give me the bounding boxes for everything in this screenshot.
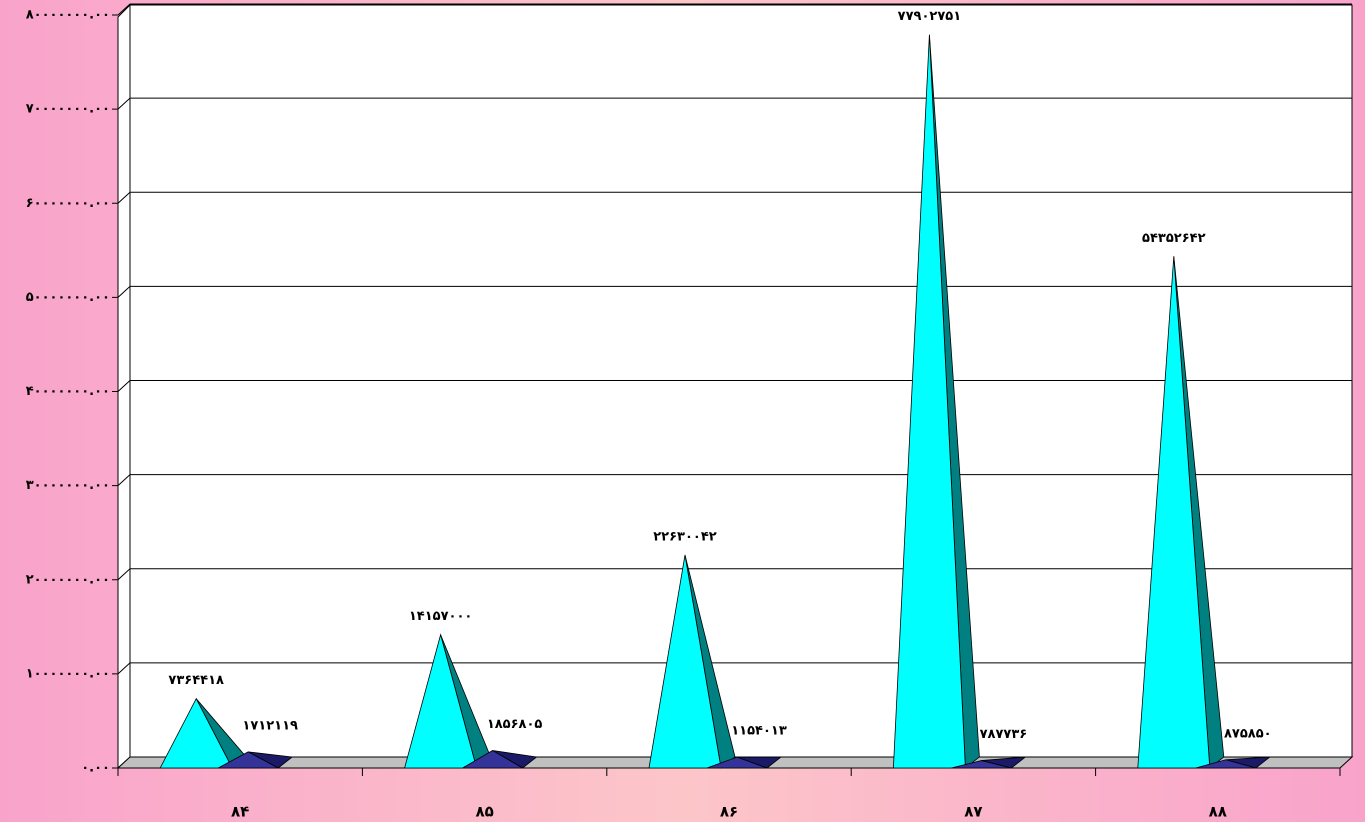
x-tick-label: ۸۵: [475, 803, 493, 821]
grid-line-side: [117, 568, 131, 581]
pyramid: [951, 760, 1012, 769]
y-tick-label: ۴۰۰۰۰۰۰۰.۰۰: [26, 384, 110, 399]
grid-line-side: [117, 474, 131, 486]
y-tick-label: ۱۰۰۰۰۰۰۰.۰۰: [26, 666, 110, 681]
grid-line-side: [117, 191, 131, 204]
data-label: ۵۴۳۵۲۶۴۲: [1142, 231, 1206, 246]
pyramid: [892, 34, 966, 769]
data-label: ۷۷۹۰۲۷۵۱: [898, 9, 961, 24]
pyramid: [218, 751, 279, 769]
data-label: ۱۷۱۲۱۱۹: [242, 718, 298, 733]
grid-line-side: [117, 3, 131, 16]
pyramid: [706, 756, 768, 769]
pyramid: [159, 697, 233, 769]
x-tick-label: ۸۴: [231, 803, 249, 821]
y-tick-label: ۵۰۰۰۰۰۰۰.۰۰: [26, 290, 110, 305]
grid-line-side: [117, 380, 131, 392]
grid-line-side: [117, 286, 131, 298]
x-tick-label: ۸۸: [1209, 803, 1227, 821]
x-tick-label: ۸۷: [964, 803, 982, 821]
y-tick-label: ۸۰۰۰۰۰۰۰.۰۰: [26, 8, 110, 23]
data-label: ۱۴۱۵۷۰۰۰: [409, 609, 472, 624]
pyramid: [461, 750, 525, 769]
y-tick-label: ۲۰۰۰۰۰۰۰.۰۰: [26, 572, 110, 587]
y-tick-label: ۰.۰۰: [81, 761, 110, 776]
pyramid: [1195, 759, 1256, 769]
grid-line-side: [117, 97, 131, 110]
data-label: ۱۱۵۴۰۱۳: [731, 724, 787, 739]
data-label: ۷۳۶۴۴۱۸: [168, 673, 224, 688]
pyramid: [648, 554, 722, 769]
pyramid: [1137, 256, 1211, 769]
data-label: ۲۲۶۳۰۰۴۲: [653, 529, 717, 544]
y-tick-label: ۷۰۰۰۰۰۰۰.۰۰: [26, 102, 110, 117]
y-tick-label: ۳۰۰۰۰۰۰۰.۰۰: [26, 478, 110, 493]
pyramid: [404, 633, 478, 769]
data-label: ۱۸۵۶۸۰۵: [487, 717, 543, 732]
y-tick-label: ۶۰۰۰۰۰۰۰.۰۰: [26, 196, 110, 211]
data-label: ۷۸۷۷۳۶: [980, 727, 1028, 742]
data-label: ۸۷۵۸۵۰: [1224, 726, 1272, 741]
x-tick-label: ۸۶: [720, 803, 738, 821]
grid-line-side: [117, 662, 131, 675]
